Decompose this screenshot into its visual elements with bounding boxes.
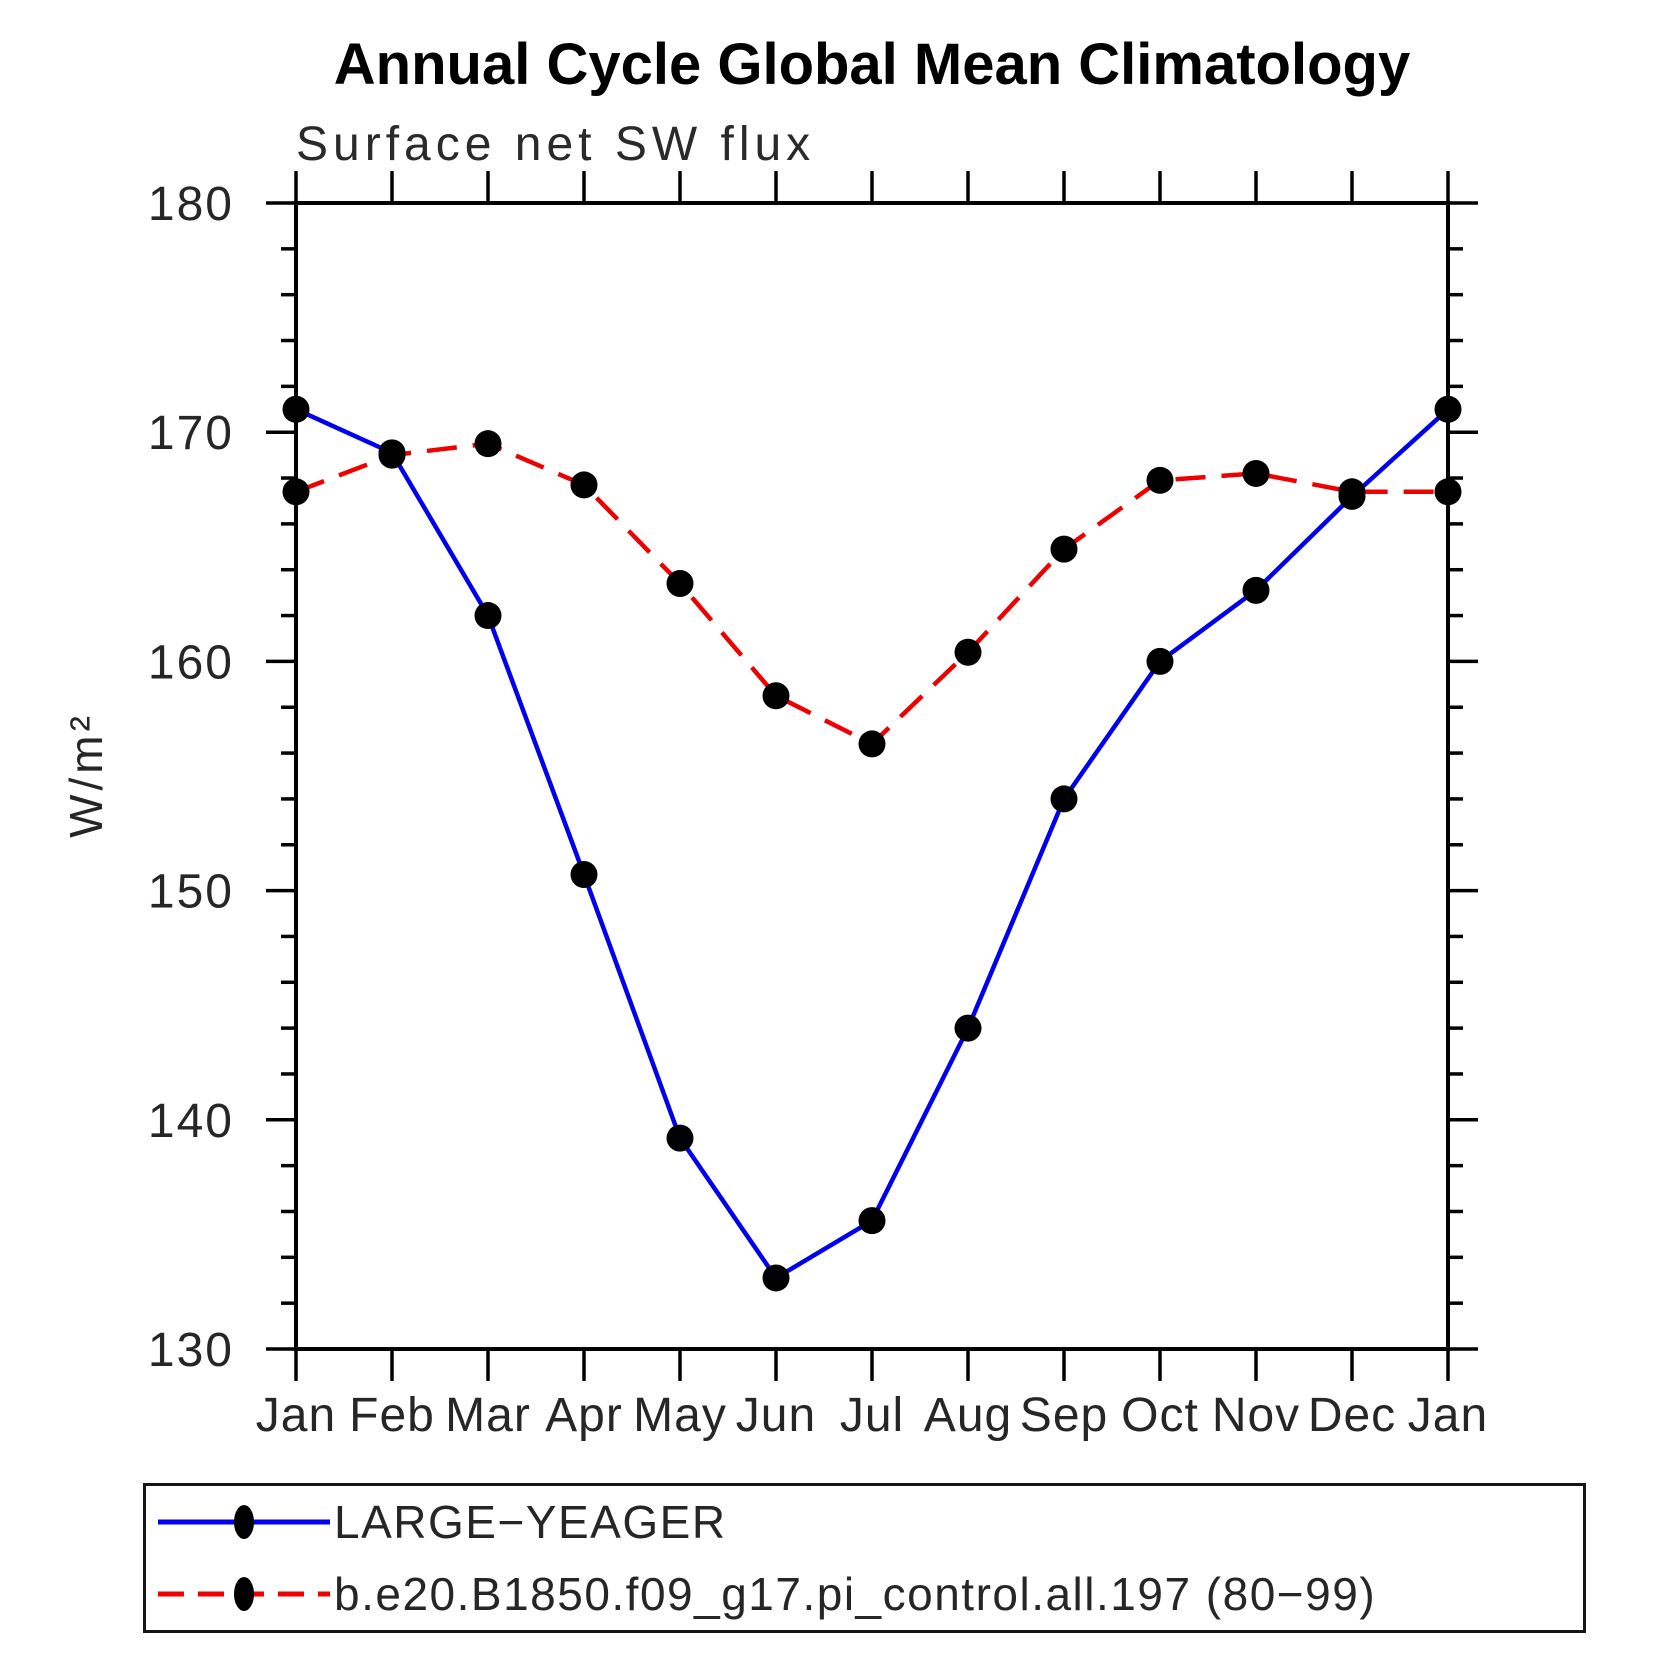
x-tick-label: Sep	[1020, 1389, 1108, 1442]
legend-item-large-yeager: LARGE−YEAGER	[154, 1492, 1583, 1552]
x-tick-label: Oct	[1121, 1389, 1199, 1442]
y-tick-label: 170	[148, 407, 234, 460]
data-point-marker-0	[666, 1124, 694, 1152]
x-tick-label: Jan	[256, 1389, 336, 1442]
x-tick-label: Mar	[445, 1389, 531, 1442]
y-tick-label: 150	[148, 866, 234, 919]
x-tick-label: Aug	[924, 1389, 1012, 1442]
data-point-marker-0	[954, 1014, 982, 1042]
legend-marker-dot	[234, 1577, 254, 1611]
y-tick-label: 160	[148, 636, 234, 689]
series-line-1	[295, 441, 1448, 747]
legend: LARGE−YEAGER b.e20.B1850.f09_g17.pi_cont…	[143, 1483, 1586, 1633]
data-point-marker-0	[858, 1207, 886, 1235]
legend-label: LARGE−YEAGER	[334, 1496, 727, 1548]
data-point-marker-1	[378, 441, 406, 469]
x-tick-label: Dec	[1308, 1389, 1396, 1442]
data-point-marker-1	[1050, 535, 1078, 563]
x-tick-label: Jan	[1408, 1389, 1488, 1442]
legend-marker-dot	[234, 1505, 254, 1539]
data-point-marker-0	[474, 602, 502, 630]
x-tick-label: Apr	[545, 1389, 623, 1442]
data-point-marker-1	[1338, 478, 1366, 506]
data-series	[282, 395, 1462, 1292]
data-point-marker-1	[858, 730, 886, 758]
data-point-marker-0	[1242, 576, 1270, 604]
x-tick-label: Nov	[1212, 1389, 1300, 1442]
data-point-marker-1	[762, 682, 790, 710]
legend-sample-solid-line	[158, 1505, 330, 1539]
series-line-0	[295, 407, 1450, 1281]
data-point-marker-0	[570, 861, 598, 889]
data-point-marker-0	[762, 1264, 790, 1292]
data-point-marker-1	[1146, 466, 1174, 494]
legend-label: b.e20.B1850.f09_g17.pi_control.all.197 (…	[334, 1568, 1377, 1620]
data-point-marker-0	[1050, 785, 1078, 813]
data-point-marker-1	[1242, 459, 1270, 487]
data-point-marker-1	[666, 569, 694, 597]
x-tick-label: Jun	[736, 1389, 816, 1442]
x-tick-label: Feb	[349, 1389, 435, 1442]
legend-sample-dashed-line	[158, 1577, 330, 1611]
chart-title: Annual Cycle Global Mean Climatology	[334, 32, 1410, 97]
x-tick-label: May	[633, 1389, 727, 1442]
y-tick-label: 140	[148, 1095, 234, 1148]
axis-ticks	[266, 171, 1478, 1381]
data-point-marker-1	[954, 638, 982, 666]
plot-border	[294, 201, 1450, 1351]
y-tick-label: 180	[148, 178, 234, 231]
data-point-marker-1	[570, 471, 598, 499]
data-point-marker-0	[1146, 647, 1174, 675]
y-axis-label: W/m²	[60, 712, 112, 838]
plot-frame	[294, 201, 1450, 1351]
legend-item-pi-control: b.e20.B1850.f09_g17.pi_control.all.197 (…	[154, 1564, 1583, 1624]
chart-subtitle: Surface net SW flux	[296, 118, 815, 171]
data-point-marker-1	[474, 430, 502, 458]
x-tick-label: Jul	[840, 1389, 904, 1442]
y-tick-label: 130	[148, 1324, 234, 1377]
